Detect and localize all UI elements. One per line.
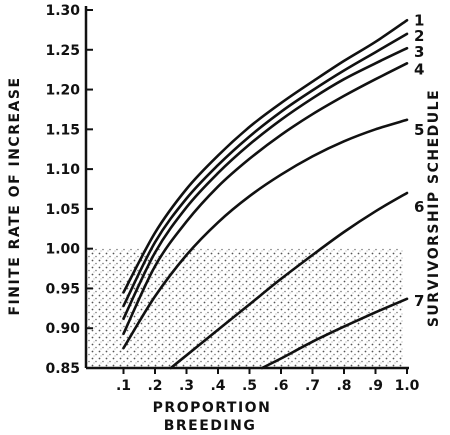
y-axis-label: FINITE RATE OF INCREASE xyxy=(7,76,23,315)
y-tick-label: 1.05 xyxy=(45,202,80,218)
right-axis-label: SURVIVORSHIP SCHEDULE xyxy=(426,89,442,327)
series-1-label: 1 xyxy=(414,11,424,29)
y-tick-label: 1.20 xyxy=(45,83,80,99)
x-tick-label: .1 xyxy=(116,378,131,394)
series-7-line xyxy=(260,297,409,370)
y-tick-label: 1.30 xyxy=(45,3,80,19)
x-tick-label: .4 xyxy=(210,378,225,394)
y-tick-label: 1.25 xyxy=(45,43,80,59)
y-tick-label: 0.95 xyxy=(45,281,80,297)
series-5-line xyxy=(122,118,409,350)
y-tick-label: 1.10 xyxy=(45,162,80,178)
x-tick-label: .7 xyxy=(305,378,320,394)
series-6-line xyxy=(169,191,409,370)
series-2-label: 2 xyxy=(414,27,424,45)
x-tick-label: .9 xyxy=(368,378,383,394)
series-4-line xyxy=(122,62,409,336)
x-axis-label-line1: PROPORTION xyxy=(153,400,272,416)
x-tick-label: 1.0 xyxy=(395,378,420,394)
series-2-line xyxy=(122,32,409,308)
y-tick-label: 0.90 xyxy=(45,321,80,337)
series-5-label: 5 xyxy=(414,121,424,139)
y-tick-label: 1.00 xyxy=(45,242,80,258)
x-tick-label: .6 xyxy=(273,378,288,394)
x-tick-label: .2 xyxy=(147,378,162,394)
series-3-line xyxy=(122,46,409,320)
x-axis-label-line2: BREEDING xyxy=(164,418,257,434)
x-tick-label: .8 xyxy=(336,378,351,394)
series-7-label: 7 xyxy=(414,292,424,310)
x-tick-label: .3 xyxy=(179,378,194,394)
series-1-line xyxy=(122,19,409,294)
series-6-label: 6 xyxy=(414,198,424,216)
series-3-label: 3 xyxy=(414,43,424,61)
y-tick-label: 0.85 xyxy=(45,361,80,377)
x-tick-label: .5 xyxy=(242,378,257,394)
y-tick-label: 1.15 xyxy=(45,122,80,138)
series-4-label: 4 xyxy=(414,60,424,78)
